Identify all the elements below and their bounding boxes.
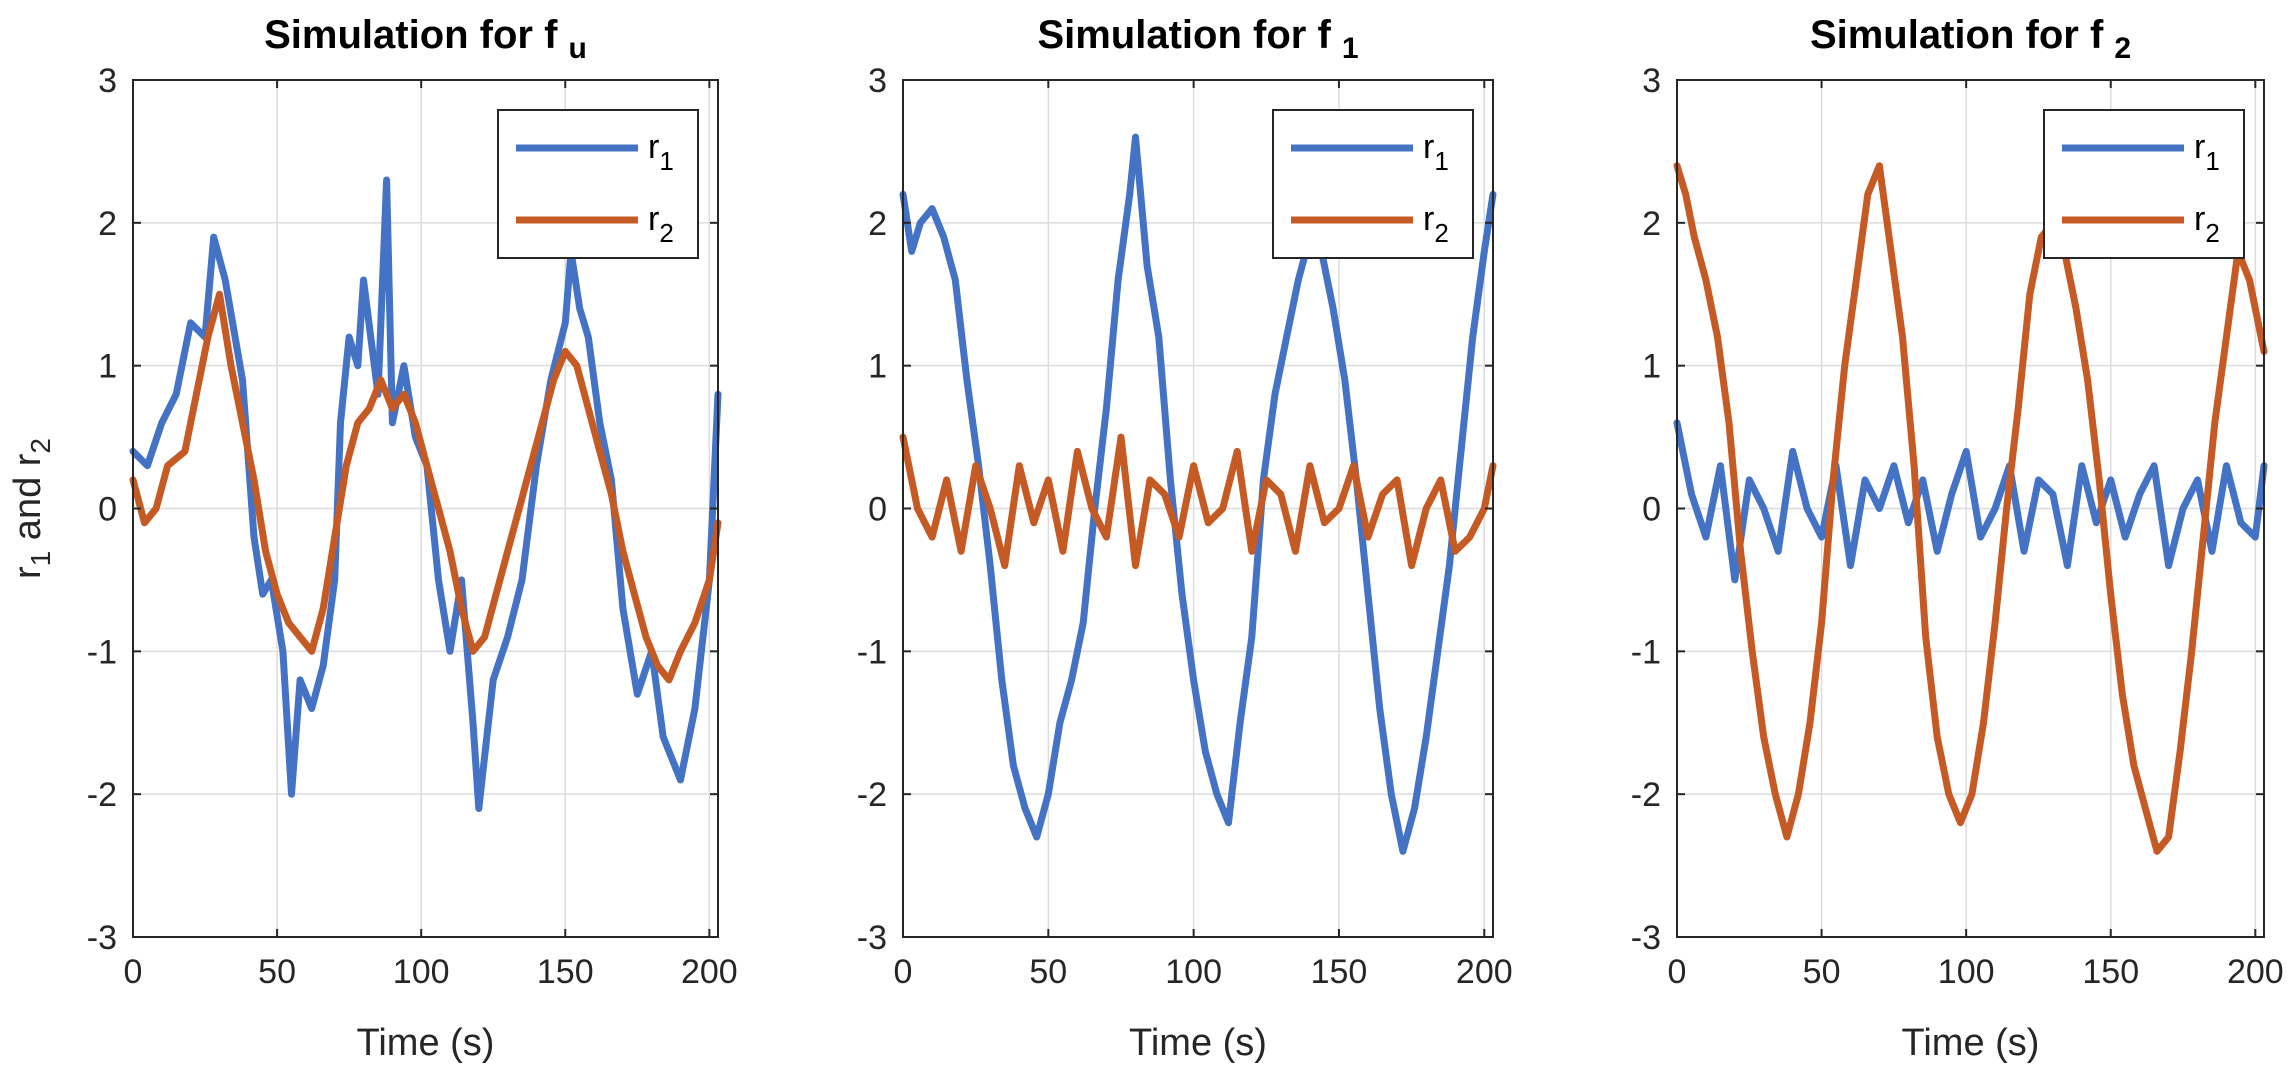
x-axis-label: Time (s) — [357, 1022, 495, 1064]
y-tick-label: 1 — [1642, 348, 1661, 386]
y-tick-label: 2 — [1642, 205, 1661, 243]
chart-panel-2: 0 50 100 150 200 -3 -2 -1 0 1 2 3 Simulation for f 1… — [857, 13, 1513, 1064]
y-tick-label: 0 — [98, 491, 117, 529]
legend-box — [1272, 109, 1474, 259]
legend-label-r1: r1 — [2194, 128, 2220, 176]
y-tick-label: -2 — [87, 776, 117, 814]
x-tick-label: 200 — [681, 953, 738, 991]
x-tick-label: 150 — [2082, 953, 2139, 991]
series-line-r1 — [899, 133, 1497, 855]
x-axis-label: Time (s) — [1902, 1022, 2040, 1064]
y-tick-label: 0 — [1642, 491, 1661, 529]
y-tick-label: 1 — [868, 348, 887, 386]
y-tick-label: 1 — [98, 348, 117, 386]
chart-panel-3: 0 50 100 150 200 -3 -2 -1 0 1 2 3 Simulation for f 2… — [1631, 13, 2284, 1064]
x-tick-label: 100 — [1165, 953, 1222, 991]
x-tick-label: 50 — [1803, 953, 1841, 991]
legend-label-r2: r2 — [1423, 200, 1449, 248]
x-tick-label: 100 — [1938, 953, 1995, 991]
y-tick-label: 3 — [98, 62, 117, 100]
y-tick-label: -2 — [1631, 776, 1661, 814]
legend-label-r1: r1 — [648, 128, 674, 176]
chart-title: Simulation for f 1 — [1037, 13, 1358, 65]
legend: r1 r2 — [1272, 109, 1474, 259]
y-tick-label: 3 — [868, 62, 887, 100]
x-tick-label: 50 — [1029, 953, 1067, 991]
x-tick-label: 150 — [1311, 953, 1368, 991]
y-tick-label: 2 — [98, 205, 117, 243]
legend: r1 r2 — [2043, 109, 2245, 259]
y-tick-label: 2 — [868, 205, 887, 243]
y-tick-label: -3 — [857, 919, 887, 957]
chart-panel-1: 0 50 100 150 200 -3 -2 -1 0 1 2 3 Simulation for f u… — [7, 13, 738, 1064]
x-tick-label: 0 — [894, 953, 913, 991]
y-tick-label: -1 — [857, 633, 887, 671]
x-axis-label: Time (s) — [1129, 1022, 1267, 1064]
series-line-r1 — [1673, 419, 2268, 584]
x-tick-label: 200 — [1456, 953, 1513, 991]
x-tick-label: 100 — [393, 953, 450, 991]
y-tick-label: -1 — [1631, 633, 1661, 671]
series-line-r2 — [129, 290, 722, 684]
chart-title: Simulation for f 2 — [1810, 13, 2131, 65]
x-tick-label: 200 — [2227, 953, 2284, 991]
legend-label-r1: r1 — [1423, 128, 1449, 176]
y-tick-label: 3 — [1642, 62, 1661, 100]
y-tick-label: -1 — [87, 633, 117, 671]
y-axis-label: r1 and r2 — [7, 438, 56, 579]
x-tick-label: 50 — [258, 953, 296, 991]
legend-label-r2: r2 — [648, 200, 674, 248]
legend: r1 r2 — [497, 109, 699, 259]
chart-title: Simulation for f u — [264, 13, 587, 65]
series-line-r2 — [1673, 162, 2268, 855]
series-line-r2 — [899, 433, 1497, 570]
x-tick-label: 0 — [1668, 953, 1687, 991]
legend-box — [2043, 109, 2245, 259]
x-tick-label: 0 — [124, 953, 143, 991]
y-tick-label: 0 — [868, 491, 887, 529]
legend-box — [497, 109, 699, 259]
y-tick-label: -3 — [87, 919, 117, 957]
legend-label-r2: r2 — [2194, 200, 2220, 248]
y-tick-label: -2 — [857, 776, 887, 814]
y-tick-label: -3 — [1631, 919, 1661, 957]
x-tick-label: 150 — [537, 953, 594, 991]
